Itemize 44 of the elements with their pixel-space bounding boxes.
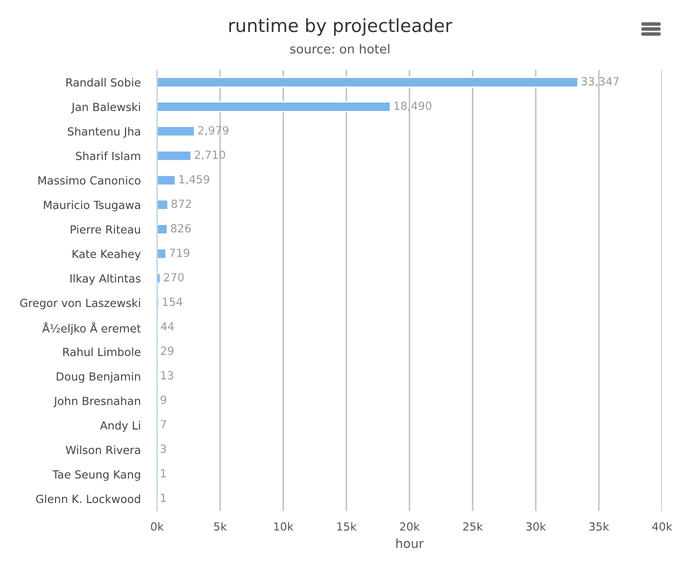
data-label: 1 <box>161 494 166 502</box>
x-tick-label: 5k <box>214 522 227 531</box>
data-label: 826 <box>170 224 191 232</box>
data-label: 3 <box>160 444 166 453</box>
y-tick-label: Mauricio Tsugawa <box>44 200 140 212</box>
y-tick-label: Rahul Limbole <box>63 348 140 356</box>
y-tick-label: Jan Balewski <box>71 102 140 114</box>
data-label: 44 <box>160 322 174 330</box>
y-tick-label: Glenn K. Lockwood <box>36 494 140 504</box>
y-tick-label: Doug Benjamin <box>56 372 140 383</box>
data-label: 872 <box>172 200 191 208</box>
data-label: 7 <box>160 420 166 428</box>
data-label: 719 <box>170 248 190 257</box>
x-tick-label: 40k <box>652 522 672 531</box>
chart-title: runtime by projectleader <box>229 18 452 36</box>
data-label: 9 <box>160 396 166 404</box>
x-tick-label: 25k <box>463 522 483 531</box>
chart-subtitle: source: on hotel <box>290 44 390 54</box>
y-tick-label: Wilson Rivera <box>66 446 140 454</box>
y-tick-label: Kate Keahey <box>72 250 141 260</box>
y-tick-label: Shantenu Jha <box>68 127 140 138</box>
y-tick-label: Pierre Riteau <box>70 225 140 234</box>
data-label: 270 <box>164 273 184 282</box>
data-label: 29 <box>160 346 174 355</box>
x-tick-label: 30k <box>526 522 546 531</box>
data-label: 13 <box>161 371 174 380</box>
x-tick-label: 35k <box>589 522 610 531</box>
y-tick-label: Massimo Canonico <box>38 176 140 185</box>
y-tick-label: Gregor von Laszewski <box>20 298 140 310</box>
data-label: 1,459 <box>179 175 210 185</box>
y-tick-label: John Bresnahan <box>53 396 140 408</box>
data-label: 154 <box>162 298 182 306</box>
y-tick-label: Ilkay Altintas <box>70 274 140 285</box>
data-label: 1 <box>161 469 166 478</box>
y-tick-label: Å½eljko Å eremet <box>42 322 141 335</box>
y-tick-label: Randall Sobie <box>66 78 140 87</box>
x-tick-label: 10k <box>274 522 294 531</box>
y-tick-label: Sharif Islam <box>76 152 140 160</box>
x-tick-label: 0k <box>150 522 164 531</box>
y-tick-label: Andy Li <box>100 421 140 432</box>
x-axis-title: hour <box>396 538 424 548</box>
y-tick-label: Tae Seung Kang <box>52 470 140 481</box>
x-tick-label: 15k <box>337 522 357 531</box>
x-tick-label: 20k <box>400 522 420 531</box>
